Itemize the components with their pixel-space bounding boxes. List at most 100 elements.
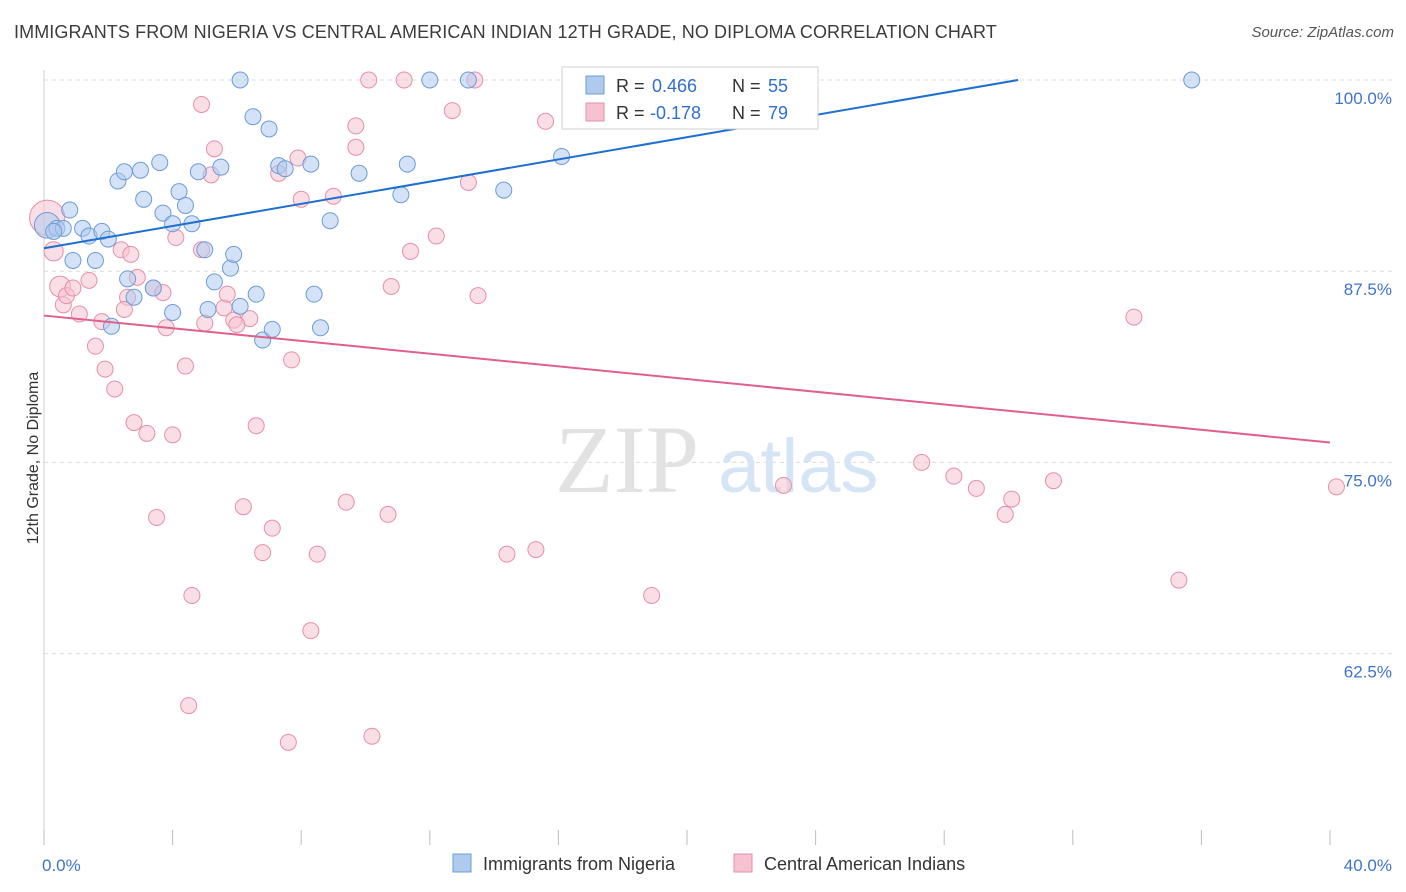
pink-point xyxy=(283,351,301,369)
blue-point xyxy=(247,285,265,303)
blue-point xyxy=(276,160,294,178)
pink-point xyxy=(945,467,963,485)
x-tick-label: 40.0% xyxy=(1344,856,1392,875)
blue-point xyxy=(495,181,513,199)
legend-n-value-2: 79 xyxy=(768,103,788,123)
pink-point xyxy=(347,117,365,135)
pink-point xyxy=(167,229,185,247)
pink-point xyxy=(263,519,281,537)
blue-point xyxy=(199,300,217,318)
pink-point xyxy=(247,417,265,435)
pink-point xyxy=(1003,490,1021,508)
bottom-legend: Immigrants from Nigeria Central American… xyxy=(452,853,965,874)
blue-point xyxy=(154,204,172,222)
pink-point xyxy=(360,71,378,89)
pink-point xyxy=(347,138,365,156)
blue-point xyxy=(263,320,281,338)
bottom-legend-label-blue: Immigrants from Nigeria xyxy=(483,854,676,874)
legend-r-label-2: R = xyxy=(616,103,645,123)
axes: 62.5% 75.0% 87.5% 100.0% 0.0% 40.0% 12th Grade… xyxy=(25,70,1392,875)
chart-title: IMMIGRANTS FROM NIGERIA VS CENTRAL AMERI… xyxy=(14,22,997,42)
y-tick-label: 100.0% xyxy=(1334,89,1392,108)
pink-point xyxy=(64,279,82,297)
blue-point xyxy=(164,215,182,233)
pink-point xyxy=(774,476,792,494)
blue-point xyxy=(1183,71,1201,89)
blue-point xyxy=(164,303,182,321)
pink-point xyxy=(228,316,246,334)
blue-point xyxy=(311,319,329,337)
pink-point xyxy=(308,545,326,563)
blue-point xyxy=(86,251,104,269)
pink-point xyxy=(1170,571,1188,589)
pink-point xyxy=(996,505,1014,523)
pink-point xyxy=(337,493,355,511)
blue-point xyxy=(115,163,133,181)
blue-point xyxy=(231,71,249,89)
pink-point xyxy=(469,287,487,305)
pink-point xyxy=(527,541,545,559)
blue-point xyxy=(119,270,137,288)
pink-point xyxy=(125,414,143,432)
pink-point xyxy=(80,271,98,289)
pink-trend-line xyxy=(43,314,1331,444)
legend-n-label-1: N = xyxy=(732,76,761,96)
pink-point xyxy=(1125,308,1143,326)
pink-point xyxy=(218,285,236,303)
bottom-legend-label-pink: Central American Indians xyxy=(764,854,965,874)
pink-point xyxy=(643,586,661,604)
pink-point xyxy=(402,242,420,260)
source-label: Source: ZipAtlas.com xyxy=(1251,24,1394,41)
pink-point xyxy=(138,424,156,442)
blue-point xyxy=(392,186,410,204)
pink-point xyxy=(498,545,516,563)
pink-point xyxy=(196,314,214,332)
blue-point xyxy=(225,245,243,263)
pink-point xyxy=(427,227,445,245)
y-tick-label: 62.5% xyxy=(1344,663,1392,682)
pink-point xyxy=(379,505,397,523)
pink-point xyxy=(106,380,124,398)
bottom-legend-swatch-blue xyxy=(452,853,472,873)
y-axis-label: 12th Grade, No Diploma xyxy=(25,372,42,545)
pink-point xyxy=(176,357,194,375)
pink-point xyxy=(395,71,413,89)
blue-trend-line xyxy=(43,79,1019,250)
blue-point xyxy=(421,71,439,89)
pink-point xyxy=(115,300,133,318)
blue-point xyxy=(212,158,230,176)
blue-point xyxy=(305,285,323,303)
blue-point xyxy=(131,161,149,179)
pink-point xyxy=(254,544,272,562)
y-tick-label: 75.0% xyxy=(1344,471,1392,490)
pink-point xyxy=(96,360,114,378)
blue-point xyxy=(135,190,153,208)
pink-point xyxy=(1327,478,1345,496)
blue-point xyxy=(205,273,223,291)
pink-point xyxy=(164,426,182,444)
legend-n-label-2: N = xyxy=(732,103,761,123)
pink-point xyxy=(234,498,252,516)
legend-r-value-1: 0.466 xyxy=(652,76,697,96)
blue-point xyxy=(176,196,194,214)
blue-point xyxy=(196,241,214,259)
pink-point xyxy=(180,697,198,715)
y-tick-label: 87.5% xyxy=(1344,280,1392,299)
blue-point xyxy=(151,154,169,172)
blue-point xyxy=(125,288,143,306)
blue-point xyxy=(231,297,249,315)
legend-swatch-blue xyxy=(585,75,605,95)
blue-point xyxy=(61,201,79,219)
pink-point xyxy=(324,187,342,205)
pink-point xyxy=(382,277,400,295)
blue-point xyxy=(103,317,121,335)
legend-n-value-1: 55 xyxy=(768,76,788,96)
pink-point xyxy=(1045,472,1063,490)
blue-point xyxy=(244,108,262,126)
watermark-zip: ZIP xyxy=(555,406,699,513)
blue-point xyxy=(64,251,82,269)
blue-point xyxy=(350,164,368,182)
pink-point xyxy=(86,337,104,355)
pink-point xyxy=(363,727,381,745)
